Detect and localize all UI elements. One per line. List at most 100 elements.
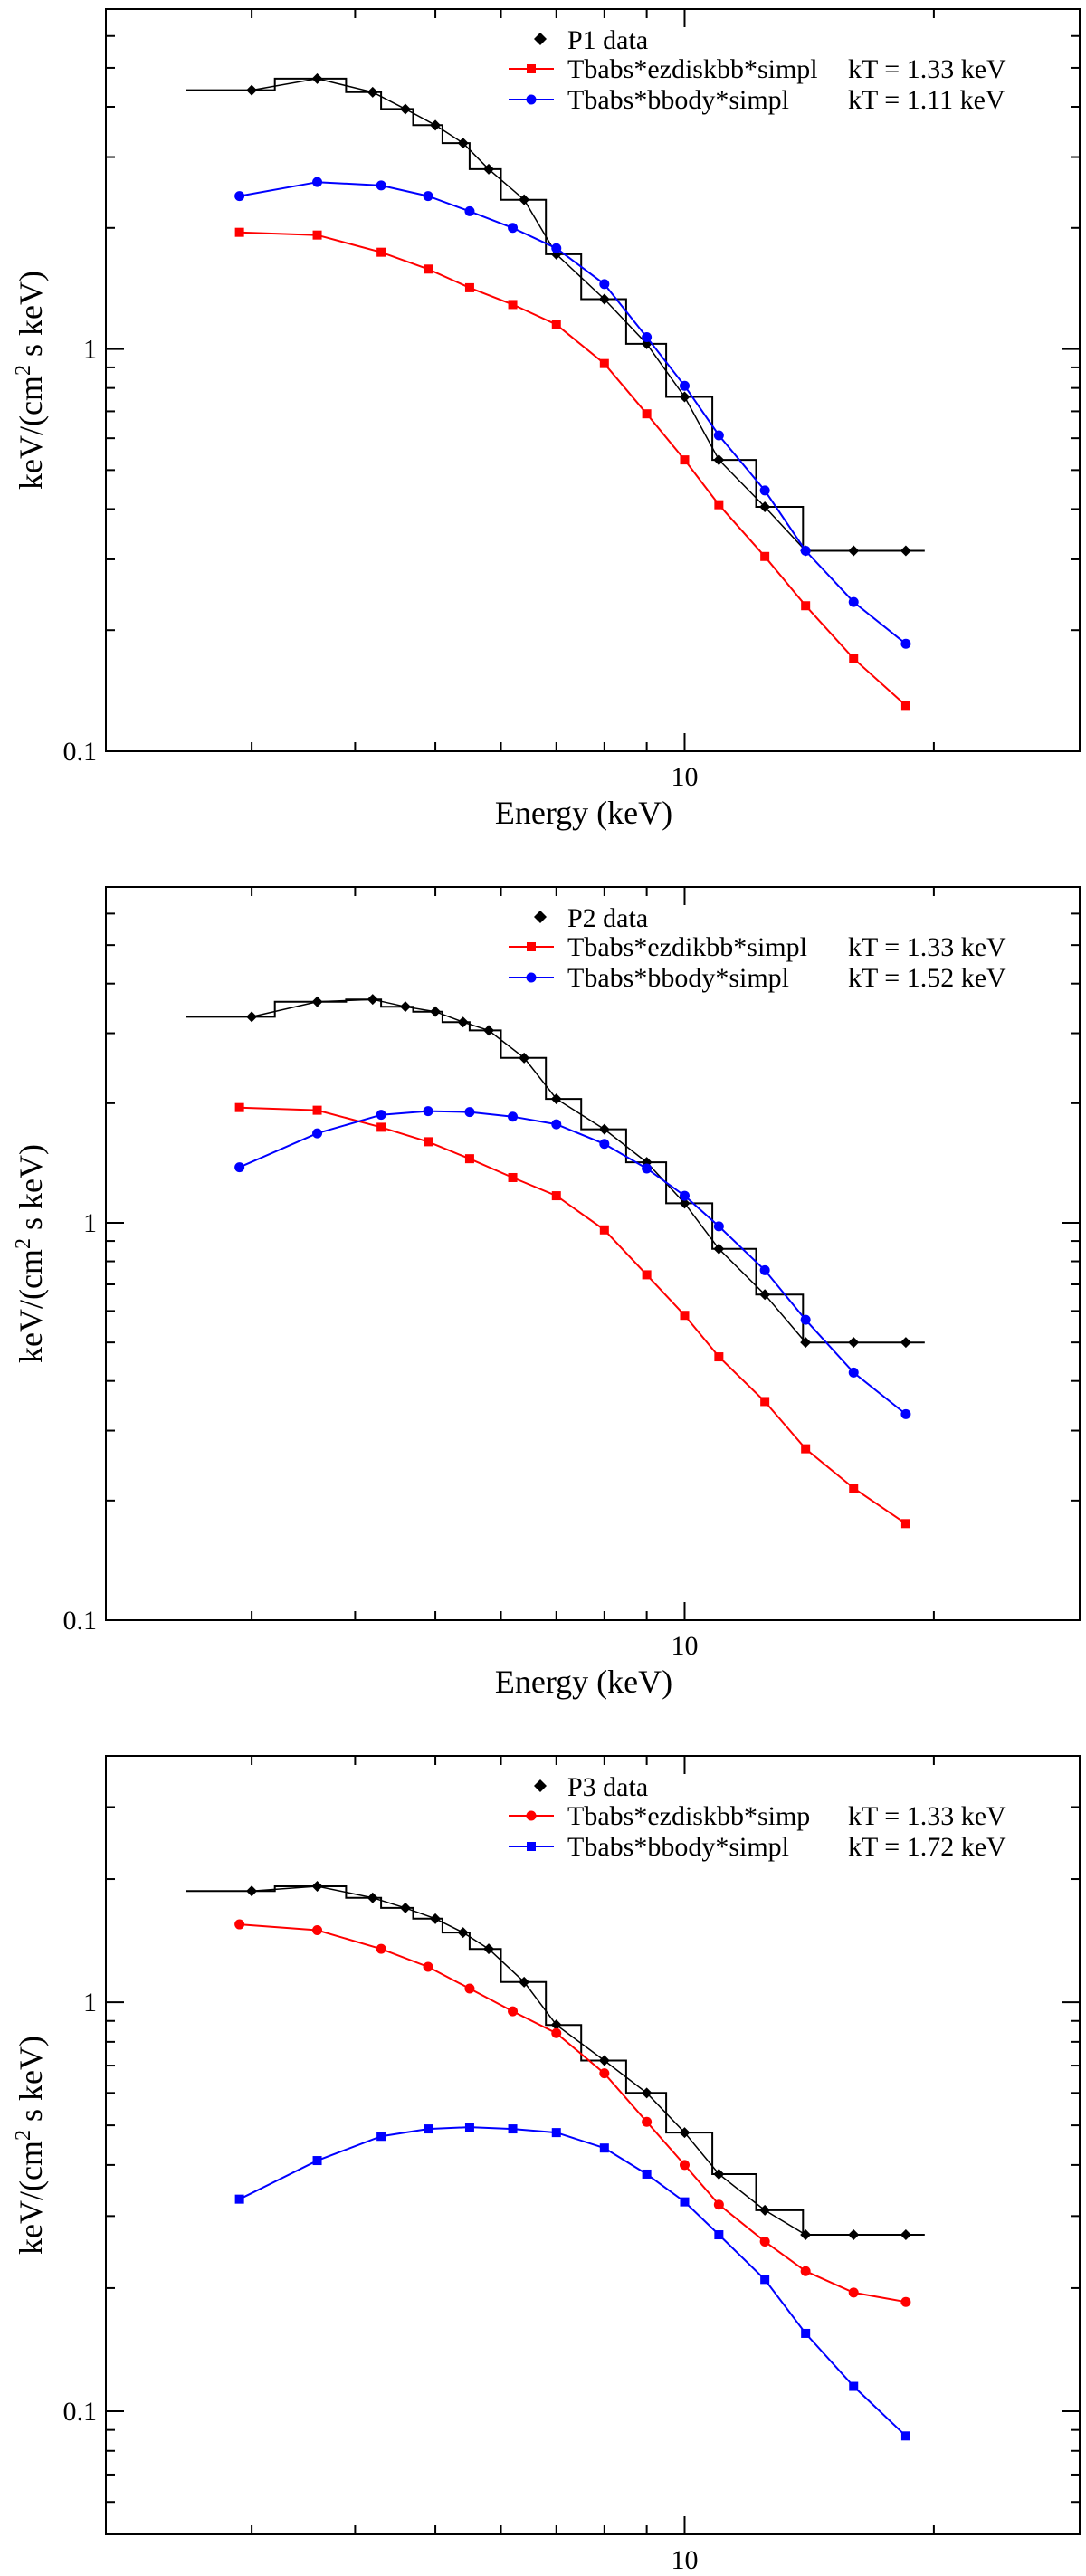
model-point <box>642 1163 653 1174</box>
model-point <box>642 1270 652 1280</box>
model-point <box>848 2287 859 2298</box>
legend-kt-label: kT = 1.52 keV <box>848 963 1006 993</box>
data-point <box>598 2055 610 2066</box>
data-point <box>679 391 691 403</box>
data-point <box>900 545 911 557</box>
model-point <box>713 430 724 441</box>
data-point <box>430 1006 442 1017</box>
data-point <box>641 2087 653 2099</box>
legend-kt-label: kT = 1.33 keV <box>848 1801 1006 1831</box>
model-point <box>680 2197 690 2207</box>
model-point <box>800 1314 811 1325</box>
model-point <box>234 227 244 237</box>
model-line-2 <box>239 1110 907 1416</box>
model-point <box>713 2199 724 2210</box>
model-point <box>508 1111 519 1122</box>
model-point <box>760 1397 770 1407</box>
model-point <box>642 2169 652 2179</box>
model-point <box>714 2230 724 2240</box>
data-point <box>550 2019 562 2031</box>
model-point <box>599 2068 610 2079</box>
y-tick-label: 1 <box>83 1988 97 2018</box>
model-point <box>679 2160 690 2171</box>
legend-data-label: P1 data <box>567 25 648 55</box>
data-point <box>519 1052 530 1064</box>
y-axis-label: keV/(cm2 s keV) <box>12 1144 49 1363</box>
data-point <box>679 1197 691 1209</box>
data-histogram <box>186 1885 925 2236</box>
data-point <box>399 1001 411 1013</box>
model-point <box>234 2194 244 2204</box>
plot-area <box>186 994 925 1529</box>
model-point <box>800 2266 811 2276</box>
model-point <box>680 455 690 465</box>
data-line <box>251 78 906 552</box>
data-point <box>367 1892 378 1903</box>
model-point <box>800 546 811 557</box>
data-point <box>679 2127 691 2139</box>
data-point <box>483 1025 495 1036</box>
model-line-1 <box>239 1923 907 2304</box>
legend-data-label: P3 data <box>567 1772 648 1802</box>
model-point <box>599 358 609 368</box>
model-point <box>714 1352 724 1362</box>
y-axis-label: keV/(cm2 s keV) <box>12 2036 49 2255</box>
model-point <box>900 701 910 711</box>
model-point <box>680 1311 690 1321</box>
data-point <box>457 1016 469 1028</box>
data-point <box>713 454 725 466</box>
data-point <box>598 293 610 305</box>
data-point <box>399 1902 411 1913</box>
data-point <box>399 103 411 115</box>
model-point <box>312 2156 322 2166</box>
model-point <box>312 177 323 187</box>
model-point <box>551 320 561 329</box>
model-point <box>900 2296 911 2307</box>
model-point <box>760 2275 770 2285</box>
model-point <box>551 2128 561 2138</box>
model-point <box>849 1484 859 1493</box>
model-point <box>900 1519 910 1529</box>
model-point <box>551 2027 562 2038</box>
data-point <box>848 2229 860 2241</box>
data-point <box>311 1881 323 1893</box>
plot-frame <box>105 1755 1081 2535</box>
model-point <box>376 1943 386 1954</box>
legend-kt-label: kT = 1.72 keV <box>848 1832 1006 1862</box>
legend-model-label: Tbabs*ezdiskbb*simp <box>567 1801 810 1831</box>
data-point <box>311 996 323 1007</box>
legend-model-label: Tbabs*bbody*simpl <box>567 963 789 993</box>
model-point <box>508 300 518 310</box>
model-point <box>551 243 562 253</box>
model-point <box>376 1122 386 1132</box>
model-line-1 <box>239 231 907 707</box>
model-point <box>760 551 770 561</box>
model-point <box>424 264 433 274</box>
x-tick-label: 10 <box>671 2545 698 2575</box>
model-point <box>312 1105 322 1115</box>
y-tick-label: 0.1 <box>63 1606 98 1636</box>
legend-data-marker <box>534 33 547 45</box>
y-tick-label: 1 <box>83 1208 97 1238</box>
model-point <box>508 1172 518 1182</box>
data-point <box>598 1123 610 1135</box>
model-point <box>423 1961 433 1972</box>
y-tick-label: 0.1 <box>63 2397 98 2427</box>
data-histogram <box>186 998 925 1344</box>
model-point <box>599 1139 610 1150</box>
legend-marker <box>527 942 536 951</box>
model-point <box>599 279 610 290</box>
model-point <box>312 1128 323 1139</box>
x-tick-label: 10 <box>671 1631 698 1661</box>
legend-data-marker <box>534 911 547 923</box>
x-tick-label: 10 <box>671 762 698 792</box>
model-point <box>312 1924 323 1935</box>
model-point <box>464 1154 474 1164</box>
data-point <box>483 1943 495 1955</box>
data-point <box>246 1885 258 1897</box>
